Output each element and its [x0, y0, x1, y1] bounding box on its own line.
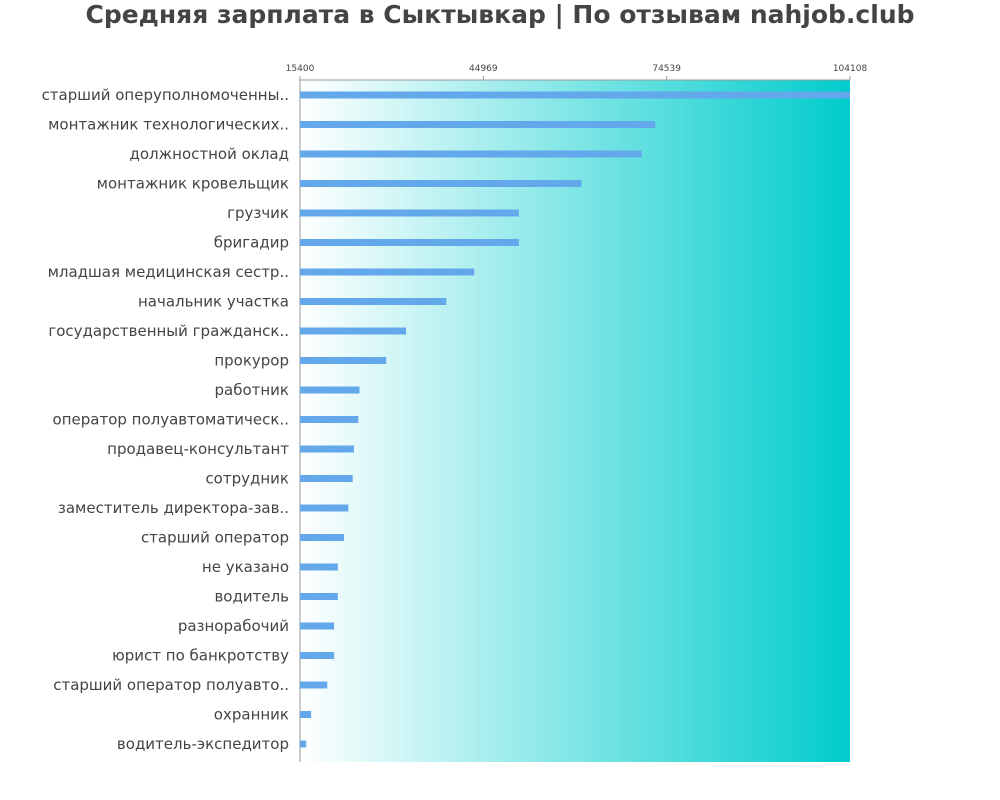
x-tick-label: 104108: [833, 64, 868, 74]
bar: [300, 180, 582, 187]
category-label: заместитель директора-зав..: [58, 499, 289, 517]
category-label: должностной оклад: [129, 145, 289, 163]
category-label: не указано: [202, 558, 289, 576]
bar: [300, 711, 312, 718]
bar: [300, 386, 360, 394]
bar: [300, 681, 328, 689]
category-label: юрист по банкротству: [112, 647, 289, 665]
plot-background: [300, 80, 850, 762]
category-label: монтажник технологических..: [48, 116, 289, 134]
category-label: старший оперуполномоченны..: [42, 86, 289, 104]
category-label: бригадир: [214, 234, 289, 252]
category-label: водитель: [214, 588, 289, 606]
category-label: разнорабочий: [178, 617, 289, 635]
bar: [300, 239, 519, 246]
category-label: оператор полуавтоматическ..: [53, 411, 289, 429]
category-label: монтажник кровельщик: [97, 175, 289, 193]
category-label: старший оператор полуавто..: [53, 676, 289, 694]
x-tick-label: 44969: [469, 64, 498, 74]
category-label: работник: [215, 381, 290, 399]
bar: [300, 298, 447, 305]
bar: [300, 357, 387, 364]
bar: [300, 740, 307, 748]
category-label: государственный гражданск..: [48, 322, 289, 340]
bar: [300, 445, 354, 453]
bar: [300, 416, 359, 423]
category-label: начальник участка: [138, 293, 289, 311]
bar: [300, 327, 407, 335]
bar: [300, 209, 519, 217]
chart-title: Средняя зарплата в Сыктывкар | По отзыва…: [85, 0, 915, 29]
category-label: прокурор: [214, 352, 289, 370]
bar: [300, 268, 475, 276]
bar: [300, 475, 353, 482]
category-label: водитель-экспедитор: [117, 735, 289, 753]
bar: [300, 504, 349, 512]
category-label: грузчик: [227, 204, 289, 222]
category-label: младшая медицинская сестр..: [48, 263, 289, 281]
bar: [300, 534, 345, 541]
category-label: сотрудник: [205, 470, 289, 488]
bar: [300, 652, 335, 659]
x-tick-label: 74539: [652, 64, 681, 74]
category-label: продавец-консультант: [107, 440, 289, 458]
bar: [300, 622, 335, 630]
bar: [300, 91, 850, 99]
category-label: старший оператор: [141, 529, 289, 547]
bar: [300, 150, 642, 158]
bar: [300, 121, 656, 128]
bar: [300, 563, 338, 571]
x-tick-label: 15400: [286, 64, 315, 74]
category-label: охранник: [214, 706, 289, 724]
bar: [300, 593, 338, 600]
